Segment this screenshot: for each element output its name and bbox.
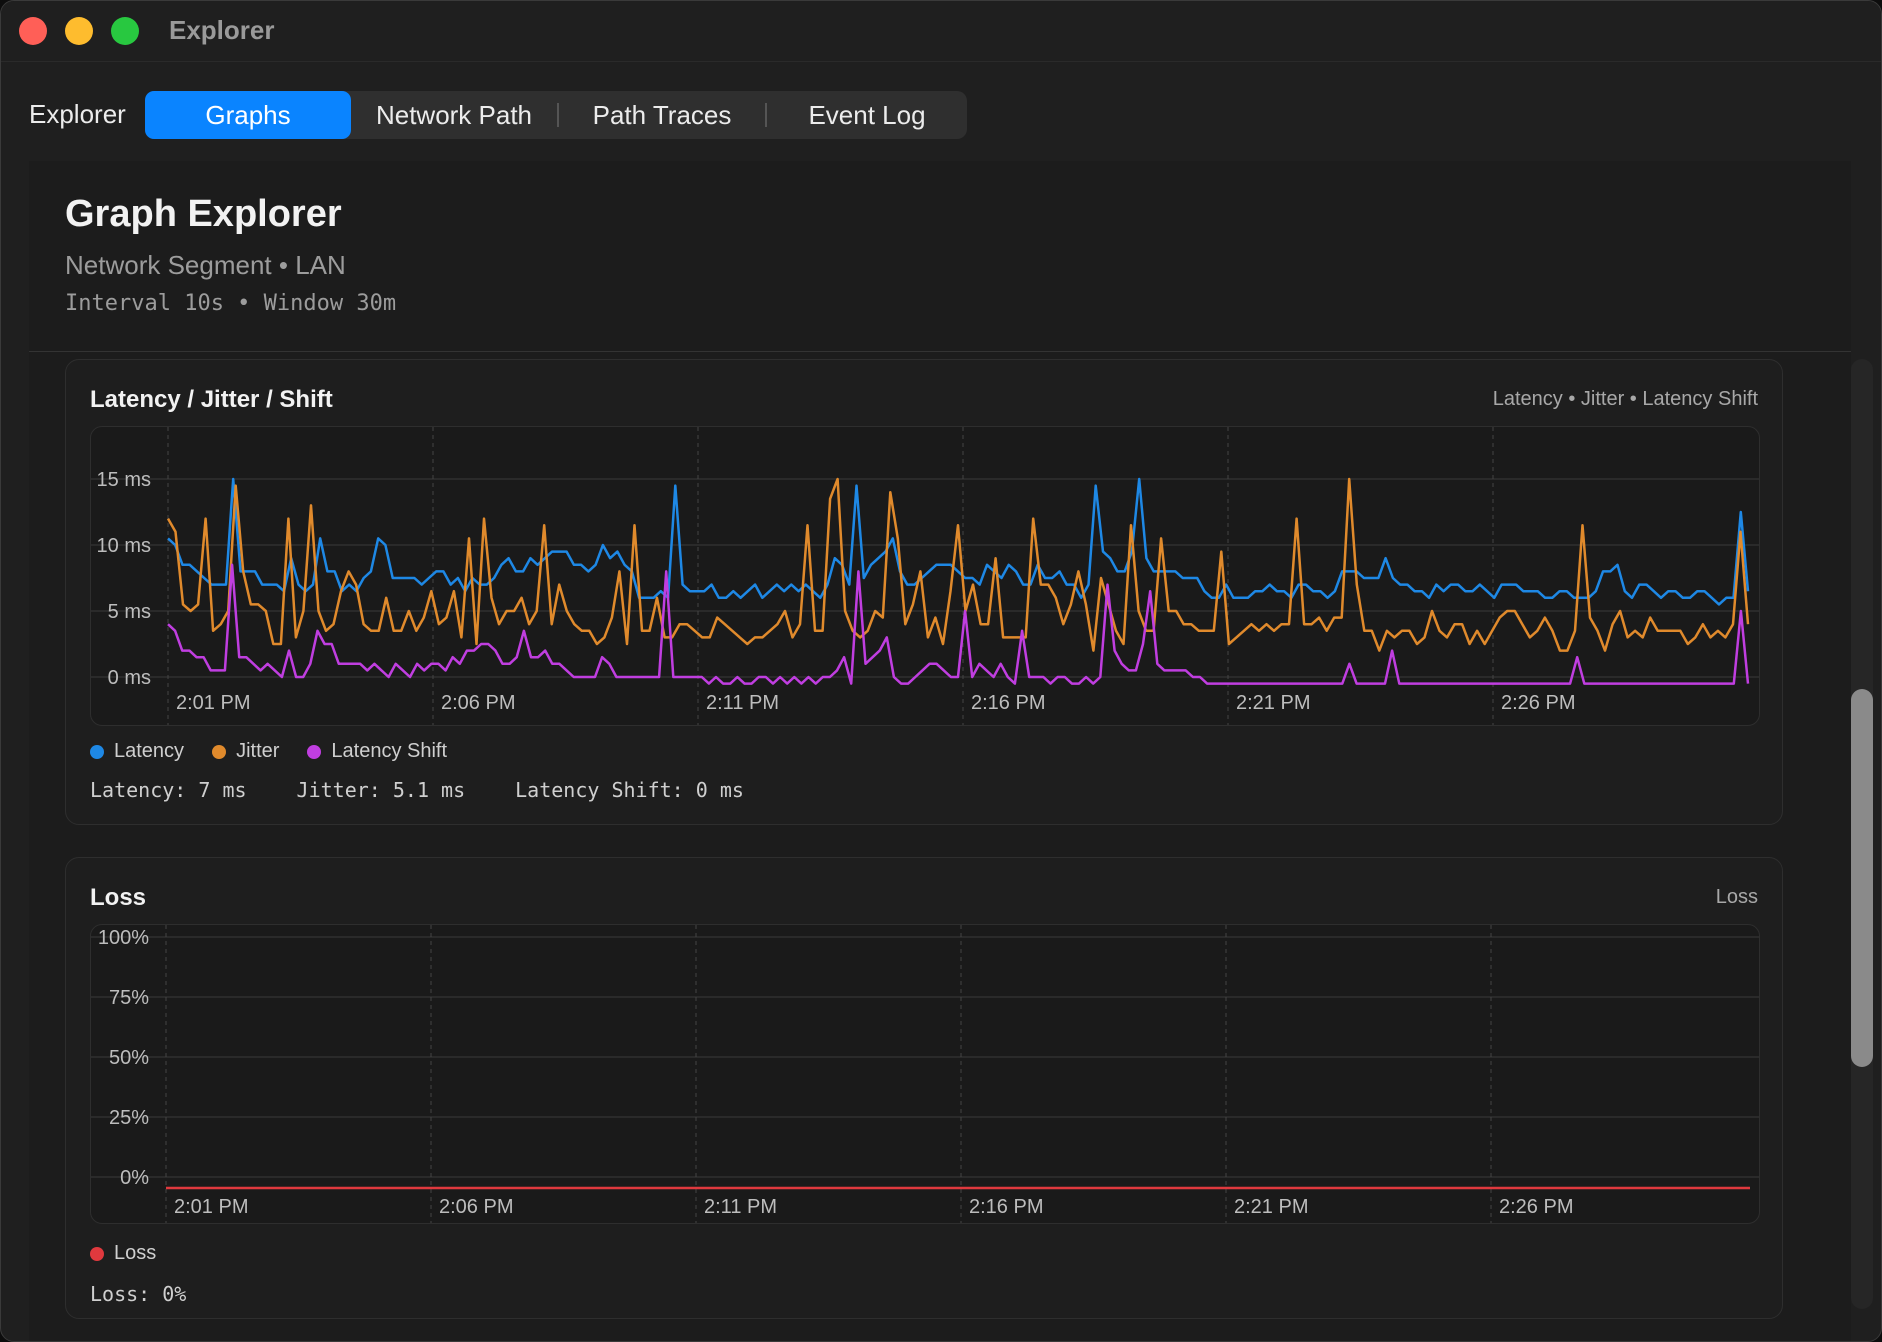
legend-latency-shift: Latency Shift	[307, 740, 447, 763]
legend-loss-label: Loss	[114, 1242, 157, 1264]
legend-loss: Loss	[90, 1242, 156, 1265]
latency-chart-x-tick-label: 2:21 PM	[1236, 692, 1310, 714]
loss-chart-svg: 100% 75% 50% 25% 0% 2:01 PM 2:06 PM 2:11 PM 2:16…	[91, 925, 1759, 1223]
legend-latency-label: Latency	[114, 740, 185, 762]
jitter-readout: Jitter: 5.1 ms	[296, 778, 466, 802]
loss-card-title: Loss	[90, 884, 147, 911]
header-divider	[29, 351, 1851, 352]
latency-chart-x-tick-label: 2:26 PM	[1501, 692, 1575, 714]
loss-chart-x-tick-label: 2:16 PM	[969, 1196, 1043, 1218]
latency-chart-x-tick-label: 2:11 PM	[706, 692, 779, 714]
legend-dot-loss	[90, 1246, 104, 1261]
tab-bar: Explorer Graphs Network Path Path Traces…	[1, 87, 1881, 141]
latency-chart-y-tick-label: 10 ms	[97, 535, 151, 557]
loss-chart-x-tick-label: 2:11 PM	[704, 1196, 777, 1218]
tab-path-traces[interactable]: Path Traces	[592, 100, 732, 130]
page-title: Graph Explorer	[65, 193, 342, 235]
loss-chart-y-tick-label: 100%	[98, 927, 149, 949]
minimize-window-button[interactable]	[65, 17, 93, 45]
latency-chart-y-tick-label: 15 ms	[97, 469, 151, 491]
page-subtitle: Network Segment • LAN	[65, 250, 346, 280]
tab-divider	[765, 103, 767, 127]
tab-graphs[interactable]: Graphs	[145, 91, 351, 139]
latency-chart-x-tick-label: 2:01 PM	[176, 692, 250, 714]
loss-card-series-summary: Loss	[1715, 886, 1758, 908]
latency-chart-x-tick-label: 2:16 PM	[971, 692, 1045, 714]
legend-dot-latency-shift	[307, 744, 322, 759]
latency-card-series-summary: Latency • Jitter • Latency Shift	[1492, 388, 1758, 410]
latency-chart-y-tick-label: 5 ms	[108, 601, 151, 623]
segmented-control: Graphs Network Path Path Traces Event Lo…	[145, 91, 967, 139]
legend-latency-shift-label: Latency Shift	[331, 740, 448, 762]
loss-chart-x-tick-label: 2:26 PM	[1499, 1196, 1573, 1218]
tab-bar-label: Explorer	[29, 99, 126, 129]
loss-chart-y-tick-label: 50%	[109, 1047, 149, 1069]
page-header: Graph Explorer Network Segment • LAN Int…	[65, 193, 396, 316]
tab-divider	[557, 103, 559, 127]
legend-dot-jitter	[212, 744, 227, 759]
zoom-window-button[interactable]	[111, 17, 139, 45]
legend-jitter: Jitter	[212, 740, 279, 763]
legend-jitter-label: Jitter	[236, 740, 280, 762]
scrollbar-track[interactable]	[1851, 359, 1873, 1309]
close-window-button[interactable]	[19, 17, 47, 45]
loss-readout: Loss: 0%	[90, 1282, 187, 1306]
loss-chart-y-tick-label: 0%	[120, 1167, 149, 1189]
latency-card: Latency / Jitter / Shift Latency • Jitte…	[65, 359, 1783, 825]
legend-latency: Latency	[90, 740, 184, 763]
latency-chart-series-latency	[167, 477, 1750, 606]
loss-readouts: Loss: 0%	[90, 1282, 186, 1306]
latency-chart-x-tick-label: 2:06 PM	[441, 692, 515, 714]
loss-chart-x-tick-label: 2:01 PM	[174, 1196, 248, 1218]
latency-chart[interactable]: 15 ms 10 ms 5 ms 0 ms 2:01 PM 2:06 PM 2:11 PM 2…	[90, 426, 1760, 726]
loss-chart[interactable]: 100% 75% 50% 25% 0% 2:01 PM 2:06 PM 2:11 PM 2:16…	[90, 924, 1760, 1224]
latency-readout: Latency: 7 ms	[90, 778, 247, 802]
scrollbar-thumb[interactable]	[1851, 689, 1873, 1067]
content-area: Graph Explorer Network Segment • LAN Int…	[29, 161, 1873, 1341]
window-title: Explorer	[169, 15, 275, 45]
interval-meta: Interval 10s • Window 30m	[65, 291, 397, 316]
title-bar: Explorer	[1, 1, 1881, 62]
loss-legend: Loss	[90, 1242, 156, 1265]
latency-chart-svg: 15 ms 10 ms 5 ms 0 ms 2:01 PM 2:06 PM 2:11 PM 2…	[91, 427, 1759, 725]
latency-chart-y-tick-label: 0 ms	[108, 667, 151, 689]
loss-chart-y-tick-label: 75%	[109, 987, 149, 1009]
latency-chart-series-jitter	[166, 477, 1750, 652]
latency-card-title: Latency / Jitter / Shift	[90, 386, 333, 413]
latency-shift-readout: Latency Shift: 0 ms	[515, 778, 744, 802]
loss-chart-x-tick-label: 2:06 PM	[439, 1196, 513, 1218]
latency-readouts: Latency: 7 ms Jitter: 5.1 ms Latency Shi…	[90, 778, 744, 802]
legend-dot-latency	[90, 744, 104, 759]
loss-chart-x-tick-label: 2:21 PM	[1234, 1196, 1308, 1218]
loss-card: Loss Loss 100% 75% 50% 25% 0% 2:01 PM 2:06 PM 2…	[65, 857, 1783, 1319]
tab-network-path[interactable]: Network Path	[375, 100, 533, 130]
latency-legend: Latency Jitter Latency Shift	[90, 740, 447, 763]
latency-chart-series-latency-shift	[167, 563, 1750, 685]
loss-chart-y-tick-label: 25%	[109, 1107, 149, 1129]
tab-event-log[interactable]: Event Log	[808, 100, 926, 130]
